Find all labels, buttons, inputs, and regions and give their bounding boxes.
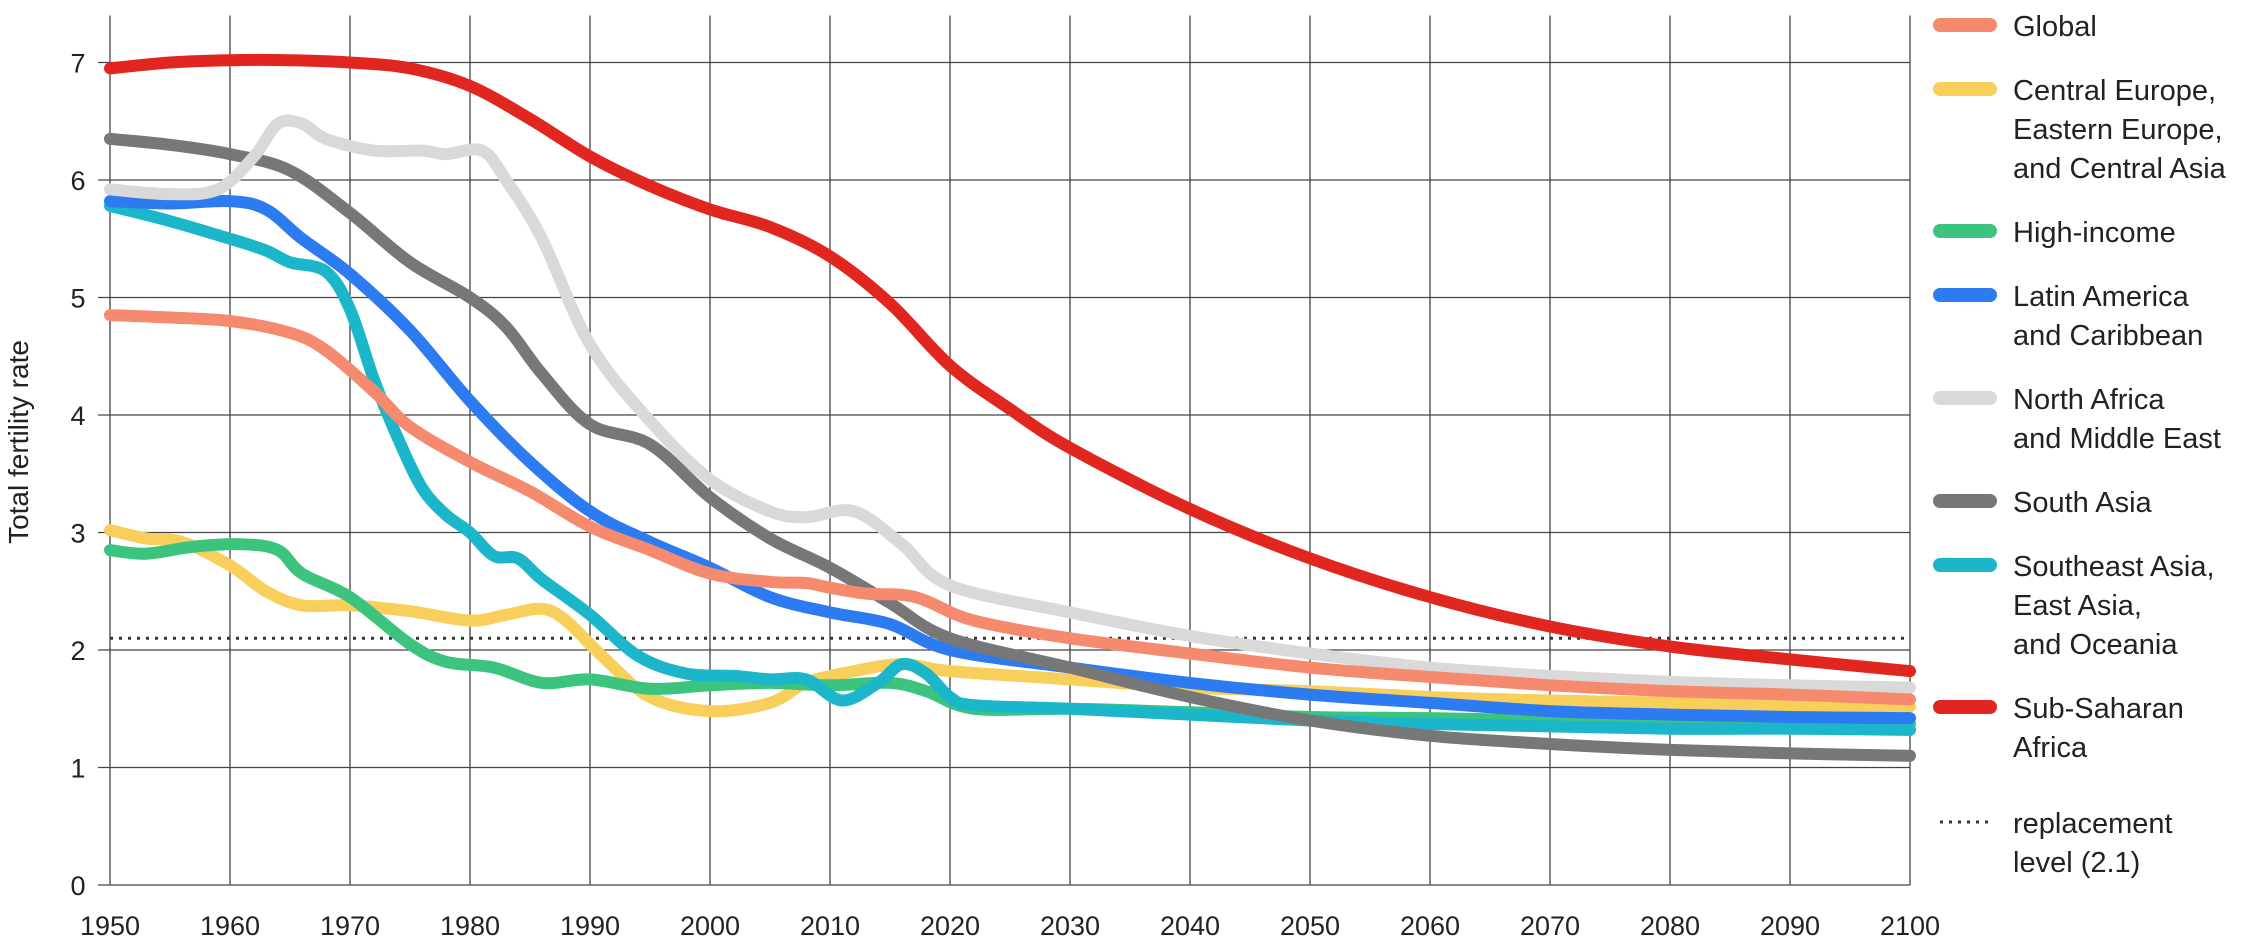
legend-item-replacement: replacement level (2.1) [1940, 808, 2173, 879]
y-tick-label: 2 [70, 636, 85, 666]
legend-item: High-income [1933, 217, 2176, 249]
y-tick-label: 4 [70, 401, 85, 431]
legend: Global Central Europe, Eastern Europe, and … [1933, 11, 2227, 879]
x-tick-label: 2090 [1760, 911, 1820, 941]
legend-label: North Africa [2013, 384, 2165, 416]
series-line-global [104, 309, 1916, 706]
x-tick-labels: 1950 1960 1970 1980 1990 2000 2010 2020 2030 2040… [80, 911, 1940, 941]
y-tick-label: 5 [70, 284, 85, 314]
x-tick-label: 2040 [1160, 911, 1220, 941]
x-tick-label: 2100 [1880, 911, 1940, 941]
legend-label: and Oceania [2013, 629, 2178, 661]
y-axis-label: Total fertility rate [3, 340, 34, 544]
legend-item: Sub-Saharan Africa [1933, 693, 2184, 764]
legend-label: Sub-Saharan [2013, 693, 2184, 725]
legend-item: Global [1933, 11, 2097, 43]
y-tick-label: 0 [70, 871, 85, 901]
series-lines [104, 53, 1916, 762]
series-line-south-asia [104, 132, 1916, 762]
x-tick-label: 1970 [320, 911, 380, 941]
x-tick-label: 1980 [440, 911, 500, 941]
x-tick-label: 2030 [1040, 911, 1100, 941]
grid [98, 15, 1911, 886]
x-tick-label: 2020 [920, 911, 980, 941]
x-tick-label: 2070 [1520, 911, 1580, 941]
x-tick-label: 1960 [200, 911, 260, 941]
legend-label: level (2.1) [2013, 847, 2140, 879]
legend-item: North Africa and Middle East [1933, 384, 2221, 455]
x-tick-label: 2010 [800, 911, 860, 941]
x-tick-label: 1990 [560, 911, 620, 941]
legend-label: South Asia [2013, 487, 2153, 519]
legend-label: and Central Asia [2013, 153, 2227, 185]
legend-label: Central Europe, [2013, 75, 2216, 107]
legend-label: replacement [2013, 808, 2173, 840]
legend-label: Global [2013, 11, 2097, 43]
series-line-north-africa-and-middle-east [104, 114, 1916, 694]
x-tick-label: 2080 [1640, 911, 1700, 941]
y-tick-labels: 0 1 2 3 4 5 6 7 [70, 49, 85, 902]
y-tick-label: 3 [70, 519, 85, 549]
legend-label: Eastern Europe, [2013, 114, 2223, 146]
legend-item: South Asia [1933, 487, 2153, 519]
legend-label: High-income [2013, 217, 2176, 249]
x-tick-label: 1950 [80, 911, 140, 941]
legend-label: East Asia, [2013, 590, 2142, 622]
x-tick-label: 2060 [1400, 911, 1460, 941]
legend-label: Africa [2013, 732, 2088, 764]
y-tick-label: 1 [70, 754, 85, 784]
legend-label: Latin America [2013, 281, 2190, 313]
legend-item: Central Europe, Eastern Europe, and Centra… [1933, 75, 2227, 185]
legend-label: and Caribbean [2013, 320, 2203, 352]
legend-item: Southeast Asia, East Asia, and Oceania [1933, 551, 2215, 661]
x-tick-label: 2000 [680, 911, 740, 941]
y-tick-label: 7 [70, 49, 85, 79]
series-line-latin-america-and-caribbean [104, 194, 1916, 725]
series-line-sub-saharan-africa [104, 53, 1916, 678]
y-tick-label: 6 [70, 166, 85, 196]
legend-label: Southeast Asia, [2013, 551, 2215, 583]
series-line-central-europe-eastern-europe-and-central-asia [104, 524, 1916, 718]
legend-label: and Middle East [2013, 423, 2221, 455]
x-tick-label: 2050 [1280, 911, 1340, 941]
legend-item: Latin America and Caribbean [1933, 281, 2203, 352]
